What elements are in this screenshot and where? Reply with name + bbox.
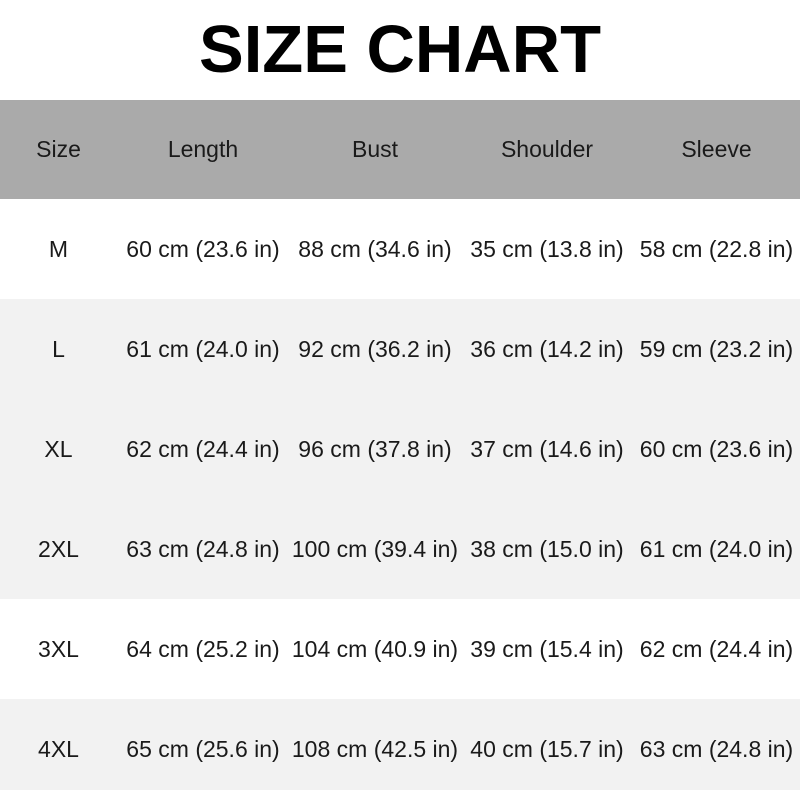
cell-shoulder: 35 cm (13.8 in) [470, 235, 624, 262]
cell-length: 63 cm (24.8 in) [126, 535, 280, 562]
column-header-bust: Bust [351, 136, 399, 162]
cell-sleeve: 62 cm (24.4 in) [639, 635, 794, 662]
table-row: M 60 cm (23.6 in) 88 cm (34.6 in) 35 cm (13… [0, 199, 800, 299]
column-header-size: Size [36, 136, 81, 162]
table-body: M 60 cm (23.6 in) 88 cm (34.6 in) 35 cm (13… [0, 199, 800, 799]
cell-size: 3XL [38, 635, 79, 662]
cell-bust: 96 cm (37.8 in) [298, 435, 452, 462]
cell-bust: 92 cm (36.2 in) [298, 335, 452, 362]
column-header-sleeve: Sleeve [681, 136, 752, 162]
table-row: 4XL 65 cm (25.6 in) 108 cm (42.5 in) 40 cm … [0, 699, 800, 799]
table-row: 3XL 64 cm (25.2 in) 104 cm (40.9 in) 39 cm … [0, 599, 800, 699]
cell-shoulder: 37 cm (14.6 in) [470, 435, 624, 462]
page-title: SIZE CHART [199, 11, 601, 87]
table-row: XL 62 cm (24.4 in) 96 cm (37.8 in) 37 cm (1… [0, 399, 800, 499]
table-row: L 61 cm (24.0 in) 92 cm (36.2 in) 36 cm (14… [0, 299, 800, 399]
table-header: Size Length Bust Shoulder Sleeve [0, 100, 800, 199]
cell-sleeve: 60 cm (23.6 in) [639, 435, 794, 462]
cell-shoulder: 39 cm (15.4 in) [470, 635, 624, 662]
cell-length: 65 cm (25.6 in) [126, 735, 280, 762]
size-chart-table: Size Length Bust Shoulder Sleeve M 60 cm … [0, 100, 800, 799]
column-header-length: Length [167, 136, 239, 162]
cell-shoulder: 38 cm (15.0 in) [470, 535, 624, 562]
cell-size: 4XL [38, 735, 79, 762]
cell-sleeve: 58 cm (22.8 in) [639, 235, 794, 262]
cell-size: XL [44, 435, 73, 462]
cell-length: 62 cm (24.4 in) [126, 435, 280, 462]
cell-size: M [48, 235, 69, 262]
cell-bust: 88 cm (34.6 in) [298, 235, 452, 262]
cell-size: 2XL [38, 535, 79, 562]
cell-shoulder: 40 cm (15.7 in) [470, 735, 624, 762]
cell-length: 64 cm (25.2 in) [126, 635, 280, 662]
cell-shoulder: 36 cm (14.2 in) [470, 335, 624, 362]
cell-bust: 108 cm (42.5 in) [291, 735, 459, 762]
cell-sleeve: 59 cm (23.2 in) [639, 335, 794, 362]
cell-length: 60 cm (23.6 in) [126, 235, 280, 262]
cell-sleeve: 61 cm (24.0 in) [639, 535, 794, 562]
cell-bust: 104 cm (40.9 in) [291, 635, 459, 662]
cell-sleeve: 63 cm (24.8 in) [639, 735, 794, 762]
title-area: SIZE CHART [0, 0, 800, 100]
bottom-strip [0, 790, 800, 800]
header-row: Size Length Bust Shoulder Sleeve [0, 100, 800, 199]
cell-bust: 100 cm (39.4 in) [291, 535, 459, 562]
cell-length: 61 cm (24.0 in) [126, 335, 280, 362]
cell-size: L [52, 335, 65, 362]
table-row: 2XL 63 cm (24.8 in) 100 cm (39.4 in) 38 cm … [0, 499, 800, 599]
column-header-shoulder: Shoulder [500, 136, 594, 162]
